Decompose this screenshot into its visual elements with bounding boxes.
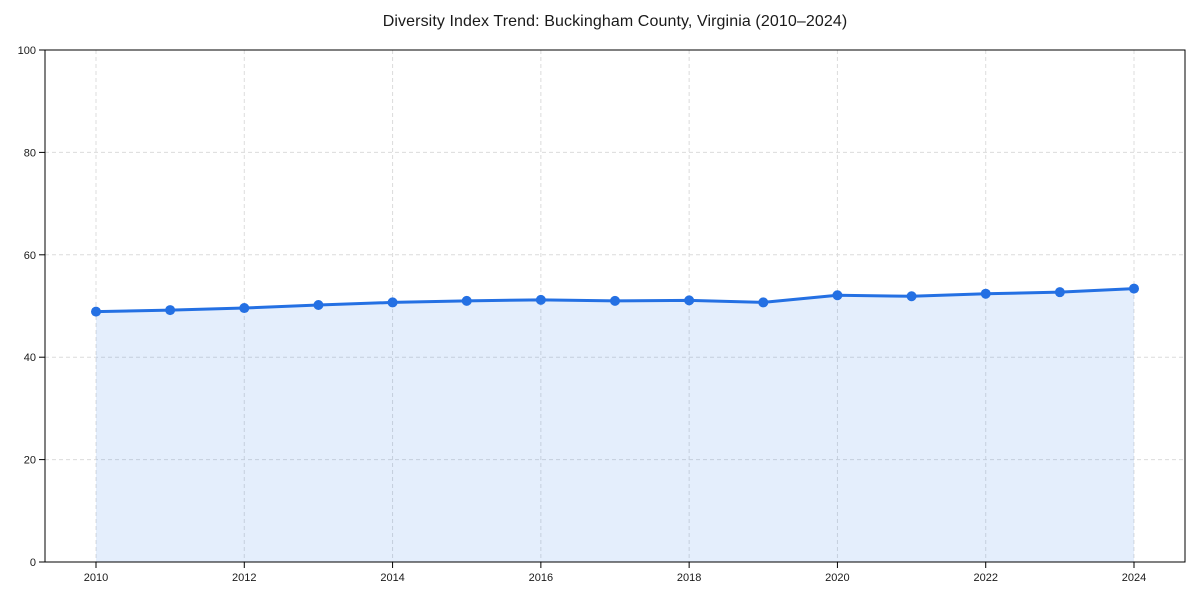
y-axis-tick-label: 60 (24, 250, 36, 262)
x-axis-tick-label: 2020 (825, 572, 849, 584)
data-point (91, 306, 101, 317)
data-point (1129, 283, 1139, 294)
data-point (980, 288, 991, 299)
data-point (1054, 287, 1065, 298)
data-point (610, 295, 620, 306)
data-point (535, 294, 546, 305)
y-axis-tick-label: 0 (30, 557, 36, 569)
data-point (758, 297, 769, 308)
area-fill (96, 288, 1134, 562)
x-axis-tick-label: 2018 (677, 572, 701, 584)
plot-border (44, 49, 1186, 563)
y-axis-tick-label: 40 (24, 352, 36, 364)
x-axis-tick-label: 2012 (232, 572, 256, 584)
y-axis-tick-label: 20 (24, 455, 36, 467)
x-axis-tick-label: 2016 (529, 572, 553, 584)
data-point (906, 291, 917, 302)
y-axis-tick-label: 100 (18, 45, 36, 57)
x-axis-tick-label: 2014 (380, 572, 404, 584)
data-point (684, 295, 695, 306)
y-axis-tick-label: 80 (24, 147, 36, 159)
data-point (313, 299, 324, 310)
data-point (461, 295, 472, 306)
x-axis-tick-label: 2022 (973, 572, 997, 584)
data-point (165, 305, 176, 316)
data-point (832, 290, 843, 301)
x-axis-tick-label: 2024 (1122, 572, 1146, 584)
x-axis-tick-label: 2010 (84, 572, 108, 584)
data-point (239, 303, 250, 314)
data-point (387, 297, 398, 308)
chart-title: Diversity Index Trend: Buckingham County… (382, 13, 848, 30)
